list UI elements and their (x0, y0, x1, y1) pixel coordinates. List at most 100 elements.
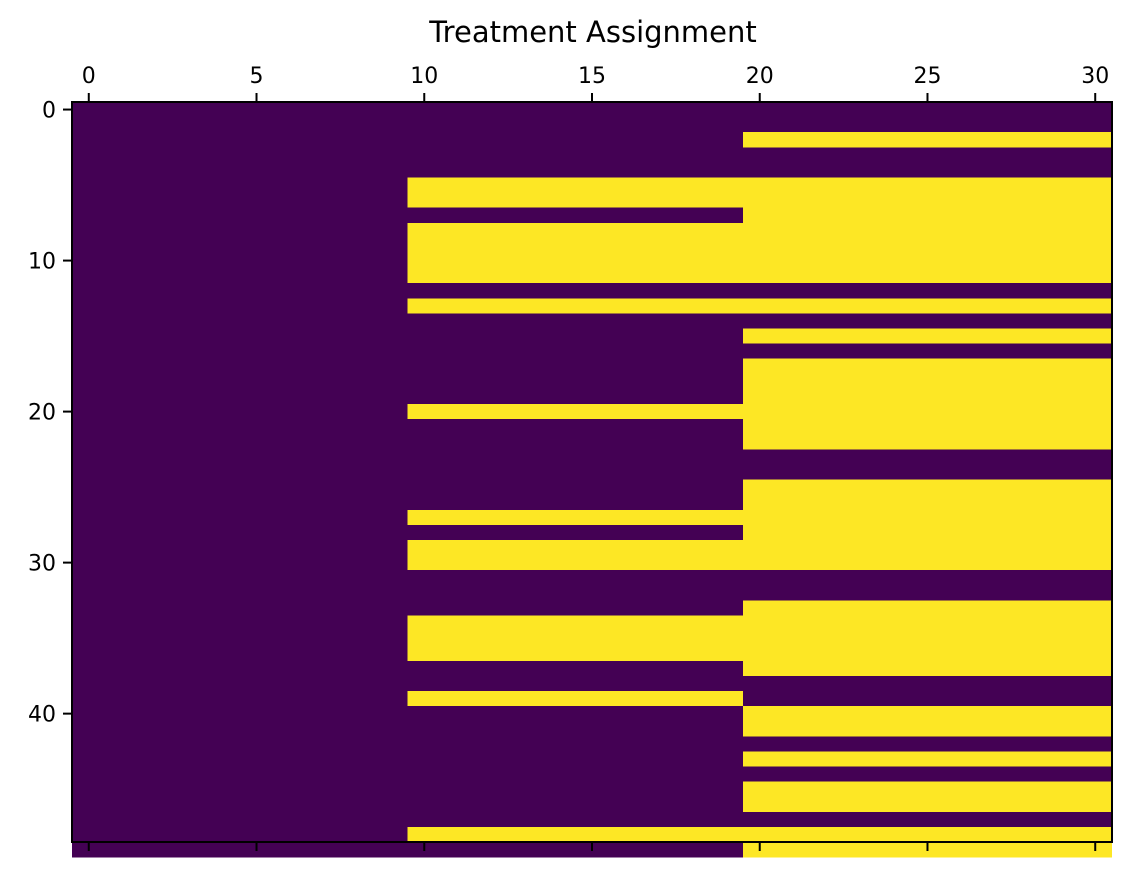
heatmap-cell-block (407, 811, 743, 828)
heatmap-cell-block (742, 464, 1112, 481)
y-tick-label: 10 (28, 250, 56, 275)
heatmap-cell-block (742, 132, 1112, 148)
heatmap-cell-block (742, 570, 1112, 586)
heatmap-cell-block (742, 102, 1112, 118)
heatmap-cell-block (742, 479, 1112, 496)
heatmap-cell-block (72, 706, 408, 722)
heatmap-cell-block (742, 449, 1112, 465)
heatmap-cell-block (72, 177, 408, 194)
heatmap-cell-block (407, 237, 743, 254)
heatmap-cell-block (742, 721, 1112, 737)
heatmap-cell-block (72, 464, 408, 481)
heatmap-cell-block (742, 388, 1112, 405)
heatmap-cell-block (72, 298, 408, 314)
x-tick-label: 20 (746, 64, 774, 89)
heatmap-cell-block (72, 434, 408, 450)
chart-title: Treatment Assignment (428, 15, 757, 49)
heatmap-cell-block (72, 192, 408, 209)
heatmap-cell-block (742, 509, 1112, 526)
x-tick-label: 25 (913, 64, 941, 89)
heatmap-cell-block (407, 826, 743, 843)
heatmap-cell-block (407, 207, 743, 224)
heatmap-cell-block (407, 645, 743, 662)
heatmap-cell-block (407, 283, 743, 299)
heatmap-cell-block (72, 283, 408, 299)
heatmap-cell-block (742, 645, 1112, 662)
heatmap-cell-block (407, 358, 743, 375)
heatmap-cell-block (72, 615, 408, 632)
heatmap-cell-block (407, 162, 743, 179)
heatmap-cell-block (742, 524, 1112, 541)
x-tick-label: 10 (410, 64, 438, 89)
heatmap-cell-block (407, 132, 743, 148)
heatmap-cell-block (742, 283, 1112, 299)
heatmap-cell-block (407, 253, 743, 269)
heatmap-cell-block (407, 675, 743, 692)
heatmap-cell-block (407, 449, 743, 465)
heatmap-cell-block (742, 826, 1112, 843)
heatmap-cell-block (72, 736, 408, 752)
heatmap-cell-block (72, 343, 408, 360)
heatmap-cell-block (407, 570, 743, 586)
heatmap-cell-block (72, 373, 408, 390)
heatmap-cell-block (407, 509, 743, 526)
heatmap-cell-block (742, 328, 1112, 345)
heatmap-cell-block (72, 147, 408, 163)
heatmap-cell-block (72, 524, 408, 541)
heatmap-cell-block (407, 781, 743, 798)
heatmap-cell-block (72, 102, 408, 118)
heatmap-cell-block (72, 253, 408, 269)
heatmap-cell-block (72, 494, 408, 511)
y-tick-label: 0 (42, 99, 56, 124)
heatmap-cell-block (72, 842, 408, 858)
heatmap-cell-block (742, 781, 1112, 798)
heatmap-cell-block (742, 207, 1112, 224)
heatmap-cell-block (72, 222, 408, 239)
heatmap-cell-block (742, 555, 1112, 571)
heatmap-cell-block (742, 419, 1112, 435)
heatmap-cell-block (72, 660, 408, 677)
heatmap-cell-block (407, 479, 743, 496)
heatmap-cell-block (407, 343, 743, 360)
heatmap-cell-block (407, 842, 743, 858)
heatmap-cell-block (742, 736, 1112, 752)
heatmap-cell-block (407, 796, 743, 813)
heatmap-cell-block (742, 539, 1112, 556)
heatmap-cell-block (742, 117, 1112, 133)
x-tick-label: 0 (82, 64, 96, 89)
heatmap-cell-block (72, 388, 408, 405)
heatmap-cell-block (742, 434, 1112, 450)
heatmap-cell-block (742, 766, 1112, 783)
heatmap-cell-block (72, 479, 408, 496)
heatmap-cell-block (407, 102, 743, 118)
heatmap-cell-block (407, 388, 743, 405)
heatmap-cell-block (407, 539, 743, 556)
heatmap-cell-block (72, 313, 408, 330)
x-axis-bottom (87, 842, 1097, 851)
heatmap-cell-block (72, 207, 408, 224)
heatmap-cell-block (407, 751, 743, 767)
heatmap-cell-block (742, 358, 1112, 375)
heatmap-cell-block (72, 419, 408, 435)
heatmap-cell-block (742, 177, 1112, 194)
heatmap-cell-block (72, 268, 408, 284)
heatmap-cell-block (742, 373, 1112, 390)
heatmap-cell-block (407, 464, 743, 481)
heatmap-cells (72, 102, 1112, 858)
heatmap-cell-block (742, 796, 1112, 813)
heatmap-cell-block (72, 132, 408, 148)
heatmap-cell-block (742, 690, 1112, 707)
heatmap-cell-block (742, 600, 1112, 616)
heatmap-cell-block (742, 298, 1112, 314)
heatmap-cell-block (742, 660, 1112, 677)
heatmap-cell-block (72, 117, 408, 133)
heatmap-cell-block (407, 404, 743, 420)
heatmap-cell-block (72, 555, 408, 571)
heatmap-cell-block (72, 585, 408, 601)
x-tick-label: 15 (578, 64, 606, 89)
heatmap-cell-block (742, 404, 1112, 420)
heatmap-cell-block (407, 585, 743, 601)
heatmap-cell-block (72, 675, 408, 692)
